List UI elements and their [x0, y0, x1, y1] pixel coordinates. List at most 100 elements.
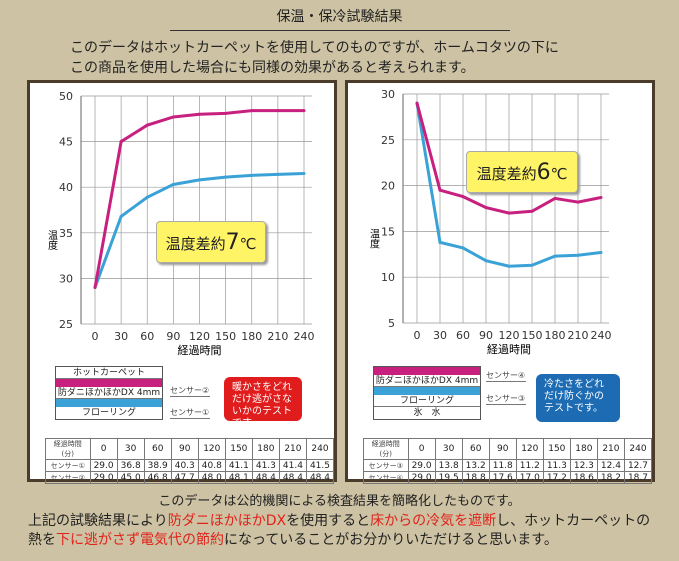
y-tick-label: 30	[59, 272, 73, 285]
data-table: 経過時間(分) 0 30 60 90 120 150 180 210 240 センサー① 29.0 36…	[45, 438, 335, 484]
table-cell: 90	[170, 438, 199, 460]
cold-chart-panel: 5 10 15 20 25 30 0 30 60 90 120 150 180 210 240 経過時間 温度 …	[345, 80, 655, 484]
table-cell: 48.4	[251, 471, 280, 484]
data-point	[302, 109, 306, 113]
data-point	[93, 286, 97, 290]
data-point	[599, 196, 603, 200]
y-tick-label: 25	[381, 134, 395, 147]
y-tick-label: 20	[381, 180, 395, 193]
x-tick-label: 210	[568, 329, 589, 342]
table-cell: 60	[143, 438, 172, 460]
callout-text: 温度差約	[165, 235, 226, 253]
row-label: 経過時間(分)	[45, 438, 91, 460]
table-cell: 48.4	[305, 471, 335, 484]
data-point	[530, 209, 534, 213]
table-cell: 40.3	[170, 459, 199, 472]
data-point	[438, 188, 442, 192]
table-row: 経過時間(分) 0 30 60 90 120 150 180 210 240	[363, 438, 653, 460]
x-tick-label: 0	[414, 329, 421, 342]
layer-mat: 防ダニほかほかDX 4mm	[56, 388, 162, 399]
data-point	[530, 263, 534, 267]
table-cell: 12.7	[623, 459, 653, 472]
text: になっていることがお分かりいただけると思います。	[224, 532, 558, 548]
callout-number: 7	[225, 230, 240, 255]
data-point	[507, 264, 511, 268]
sensor-line-blue	[56, 399, 162, 407]
data-point	[224, 111, 228, 115]
x-tick-label: 30	[433, 329, 447, 342]
highlight: 床からの冷気を遮断	[370, 513, 497, 529]
text: し、ホットカーペットの	[496, 513, 651, 529]
data-point	[171, 182, 175, 186]
table-row: センサー③ 29.0 13.8 13.2 11.8 11.2 11.3 12.3 12.4 12.…	[363, 459, 653, 472]
table-cell: 120	[197, 438, 226, 460]
sensor-line-pink	[374, 367, 480, 375]
text: 熱を	[28, 532, 56, 548]
table-cell: 90	[488, 438, 517, 460]
temp-diff-callout: 温度差約6℃	[466, 151, 578, 193]
layer-flooring: フローリング	[81, 408, 136, 418]
sensor-label: センサー④	[486, 371, 526, 382]
table-cell: 11.8	[488, 459, 517, 472]
table-cell: 30	[116, 438, 145, 460]
callout-unit: ℃	[239, 235, 257, 253]
y-tick-label: 50	[59, 90, 73, 103]
y-tick-label: 15	[381, 225, 395, 238]
y-tick-label: 5	[388, 317, 395, 330]
table-cell: 17.2	[542, 471, 571, 484]
table-cell: 120	[515, 438, 544, 460]
y-tick-label: 35	[59, 227, 73, 240]
data-point	[507, 211, 511, 215]
text: 上記の試験結果により	[28, 513, 168, 529]
x-tick-label: 240	[591, 329, 612, 342]
intro-line: この商品を使用した場合にも同様の効果があると考えられます。	[70, 60, 475, 76]
data-point	[145, 195, 149, 199]
table-row: 経過時間(分) 0 30 60 90 120 150 180 210 240	[45, 438, 335, 460]
table-cell: 48.4	[278, 471, 307, 484]
sensor-line-blue	[374, 387, 480, 395]
row-label: センサー②	[45, 471, 91, 484]
data-point	[415, 101, 419, 105]
table-cell: 150	[542, 438, 571, 460]
x-tick-label: 180	[545, 329, 566, 342]
table-row: センサー① 29.0 36.8 38.9 40.3 40.8 41.1 41.3 41.4 41.…	[45, 459, 335, 472]
callout-number: 6	[536, 160, 551, 185]
table-cell: 40.8	[197, 459, 226, 472]
table-cell: 45.0	[116, 471, 145, 484]
layer-diagram: ホットカーペット 防ダニほかほかDX 4mm フローリング	[55, 366, 163, 420]
intro-line: このデータはホットカーペットを使用してのものですが、ホームコタツの下に	[70, 40, 559, 56]
table-cell: 210	[596, 438, 625, 460]
table-cell: 12.3	[569, 459, 598, 472]
table-cell: 0	[407, 438, 436, 460]
data-point	[461, 246, 465, 250]
row-label: センサー①	[45, 459, 91, 472]
table-cell: 18.2	[596, 471, 625, 484]
y-tick-label: 30	[381, 88, 395, 101]
table-cell: 18.7	[623, 471, 653, 484]
table-cell: 41.1	[224, 459, 253, 472]
layer-ice-water: 氷 水	[413, 408, 441, 418]
x-tick-label: 60	[140, 330, 154, 343]
conclusion-text: 上記の試験結果により防ダニほかほかDXを使用すると床からの冷気を遮断し、ホットカ…	[28, 512, 650, 550]
x-tick-label: 90	[166, 330, 180, 343]
title-divider	[170, 30, 510, 31]
sensor-label: センサー②	[170, 386, 210, 397]
x-tick-label: 240	[294, 330, 315, 343]
test-note: 冷たさをどれだけ防ぐかのテストです。	[536, 374, 620, 422]
table-cell: 180	[251, 438, 280, 460]
table-cell: 17.0	[515, 471, 544, 484]
table-cell: 41.5	[305, 459, 335, 472]
table-cell: 210	[278, 438, 307, 460]
data-point	[171, 115, 175, 119]
data-point	[438, 240, 442, 244]
table-cell: 29.0	[407, 459, 436, 472]
y-tick-label: 10	[381, 271, 395, 284]
callout-unit: ℃	[550, 165, 568, 183]
page-title: 保温・保冷試験結果	[276, 9, 403, 25]
x-tick-label: 90	[479, 329, 493, 342]
table-cell: 48.1	[224, 471, 253, 484]
data-point	[119, 214, 123, 218]
table-cell: 11.2	[515, 459, 544, 472]
y-tick-label: 40	[59, 181, 73, 194]
layer-diagram: 防ダニほかほかDX 4mm フローリング 氷 水	[373, 366, 481, 420]
